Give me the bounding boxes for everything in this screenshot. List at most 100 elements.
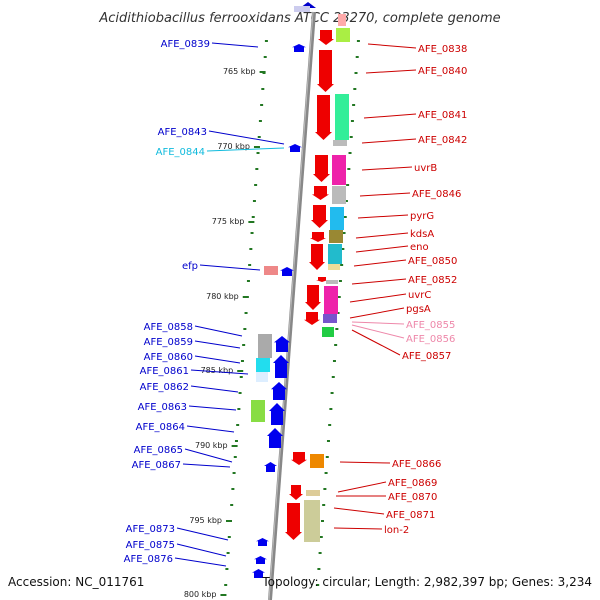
- kbp-mark-label: 775 kbp: [212, 217, 245, 226]
- forward-gene-arrow: [291, 452, 307, 465]
- gene-feature-block: [329, 230, 343, 243]
- label-leader-line: [365, 69, 417, 74]
- label-leader-line: [176, 527, 229, 541]
- forward-gene-arrow: [311, 205, 328, 228]
- gene-feature-block: [304, 500, 320, 542]
- kbp-mark-label: 785 kbp: [201, 366, 234, 375]
- gene-label-right: eno: [410, 242, 429, 253]
- gene-feature-block: [328, 244, 342, 264]
- label-leader-line: [199, 264, 261, 271]
- right-track-tick: [323, 488, 327, 490]
- right-track-tick: [349, 136, 353, 138]
- reverse-gene-arrow: [280, 267, 294, 276]
- left-track-tick: [236, 424, 240, 426]
- left-track-tick: [225, 568, 229, 570]
- left-track-tick: [261, 88, 265, 90]
- left-track-tick: [244, 312, 248, 314]
- right-track-tick: [356, 40, 360, 42]
- left-track-tick: [227, 536, 231, 538]
- gene-label-left: AFE_0873: [126, 524, 175, 535]
- label-leader-line: [367, 43, 417, 49]
- left-track-tick: [231, 488, 235, 490]
- left-track-tick: [234, 440, 238, 442]
- right-track-tick: [328, 424, 332, 426]
- label-leader-line: [351, 278, 407, 285]
- label-leader-line: [339, 461, 391, 464]
- right-track-tick: [338, 280, 342, 282]
- gene-feature-block: [326, 280, 338, 284]
- right-track-tick: [346, 184, 350, 186]
- gene-label-right: AFE_0850: [408, 256, 457, 267]
- gene-feature-block: [322, 327, 334, 337]
- gene-feature-block: [256, 358, 270, 372]
- reverse-gene-arrow: [274, 336, 290, 352]
- label-leader-line: [184, 448, 233, 463]
- right-track-tick: [316, 584, 320, 586]
- gene-label-left: AFE_0867: [132, 460, 181, 471]
- right-track-tick: [355, 56, 359, 58]
- right-track-tick: [344, 200, 348, 202]
- forward-gene-arrow: [289, 485, 303, 500]
- label-leader-line: [363, 113, 417, 119]
- forward-gene-arrow: [316, 277, 328, 282]
- forward-gene-arrow: [317, 50, 334, 92]
- right-track-tick: [318, 552, 322, 554]
- gene-label-left: AFE_0875: [126, 540, 175, 551]
- right-track-tick: [330, 392, 334, 394]
- gene-label-right: AFE_0846: [412, 189, 461, 200]
- left-track-tick: [263, 56, 267, 58]
- gene-feature-block: [306, 490, 320, 496]
- right-track-tick: [342, 232, 346, 234]
- label-leader-line: [186, 425, 235, 433]
- right-track-tick: [354, 72, 358, 74]
- kbp-mark-label: 795 kbp: [189, 516, 222, 525]
- label-leader-line: [361, 138, 417, 144]
- gene-feature-block: [251, 400, 265, 422]
- left-track-tick: [248, 264, 252, 266]
- kbp-scale: 765 kbp 770 kbp 775 kbp 780 kbp 785 kbp 790 k…: [184, 67, 266, 599]
- gene-feature-block: [324, 286, 338, 314]
- left-track-tick: [232, 472, 236, 474]
- left-track-tick: [233, 456, 237, 458]
- right-track-tick: [332, 360, 336, 362]
- gene-label-right: AFE_0852: [408, 275, 457, 286]
- left-track-tick: [226, 552, 230, 554]
- gene-label-right: pgsA: [406, 304, 431, 315]
- gene-label-right: AFE_0856: [406, 334, 455, 345]
- gene-label-left: AFE_0844: [156, 147, 205, 158]
- label-leader-line: [349, 307, 405, 319]
- label-leader-line: [333, 507, 385, 515]
- right-track-tick: [350, 120, 354, 122]
- reverse-gene-arrow: [271, 382, 287, 400]
- label-leader-line: [190, 385, 239, 393]
- left-track-tick: [252, 200, 256, 202]
- genome-summary-text: Topology: circular; Length: 2,982,397 bp…: [261, 575, 592, 589]
- kbp-mark-tick: [237, 370, 244, 372]
- label-leader-line: [194, 325, 243, 337]
- forward-gene-arrow: [310, 232, 326, 242]
- left-track-tick: [255, 168, 259, 170]
- gene-label-right: pyrG: [410, 211, 434, 222]
- gene-label-right: uvrC: [408, 290, 431, 301]
- kbp-mark-tick: [220, 594, 227, 596]
- right-track-tick: [326, 440, 330, 442]
- gene-feature-block: [335, 94, 349, 140]
- reverse-gene-arrow: [267, 428, 283, 448]
- label-leader-line: [182, 463, 231, 468]
- right-track-tick: [352, 104, 356, 106]
- label-leader-line: [359, 192, 411, 197]
- label-leader-line: [351, 324, 405, 339]
- forward-gene-arrow: [312, 186, 329, 200]
- gene-feature-block: [330, 207, 344, 230]
- right-track-tick: [353, 88, 357, 90]
- label-leader-line: [361, 166, 413, 171]
- label-leader-line: [353, 259, 407, 267]
- gene-label-left: AFE_0858: [144, 322, 193, 333]
- label-leader-line: [176, 543, 227, 557]
- left-track-tick: [237, 408, 241, 410]
- label-leader-line: [355, 232, 409, 239]
- label-leader-line: [194, 355, 241, 364]
- gene-label-left: AFE_0864: [136, 422, 185, 433]
- label-leader-line: [190, 369, 249, 375]
